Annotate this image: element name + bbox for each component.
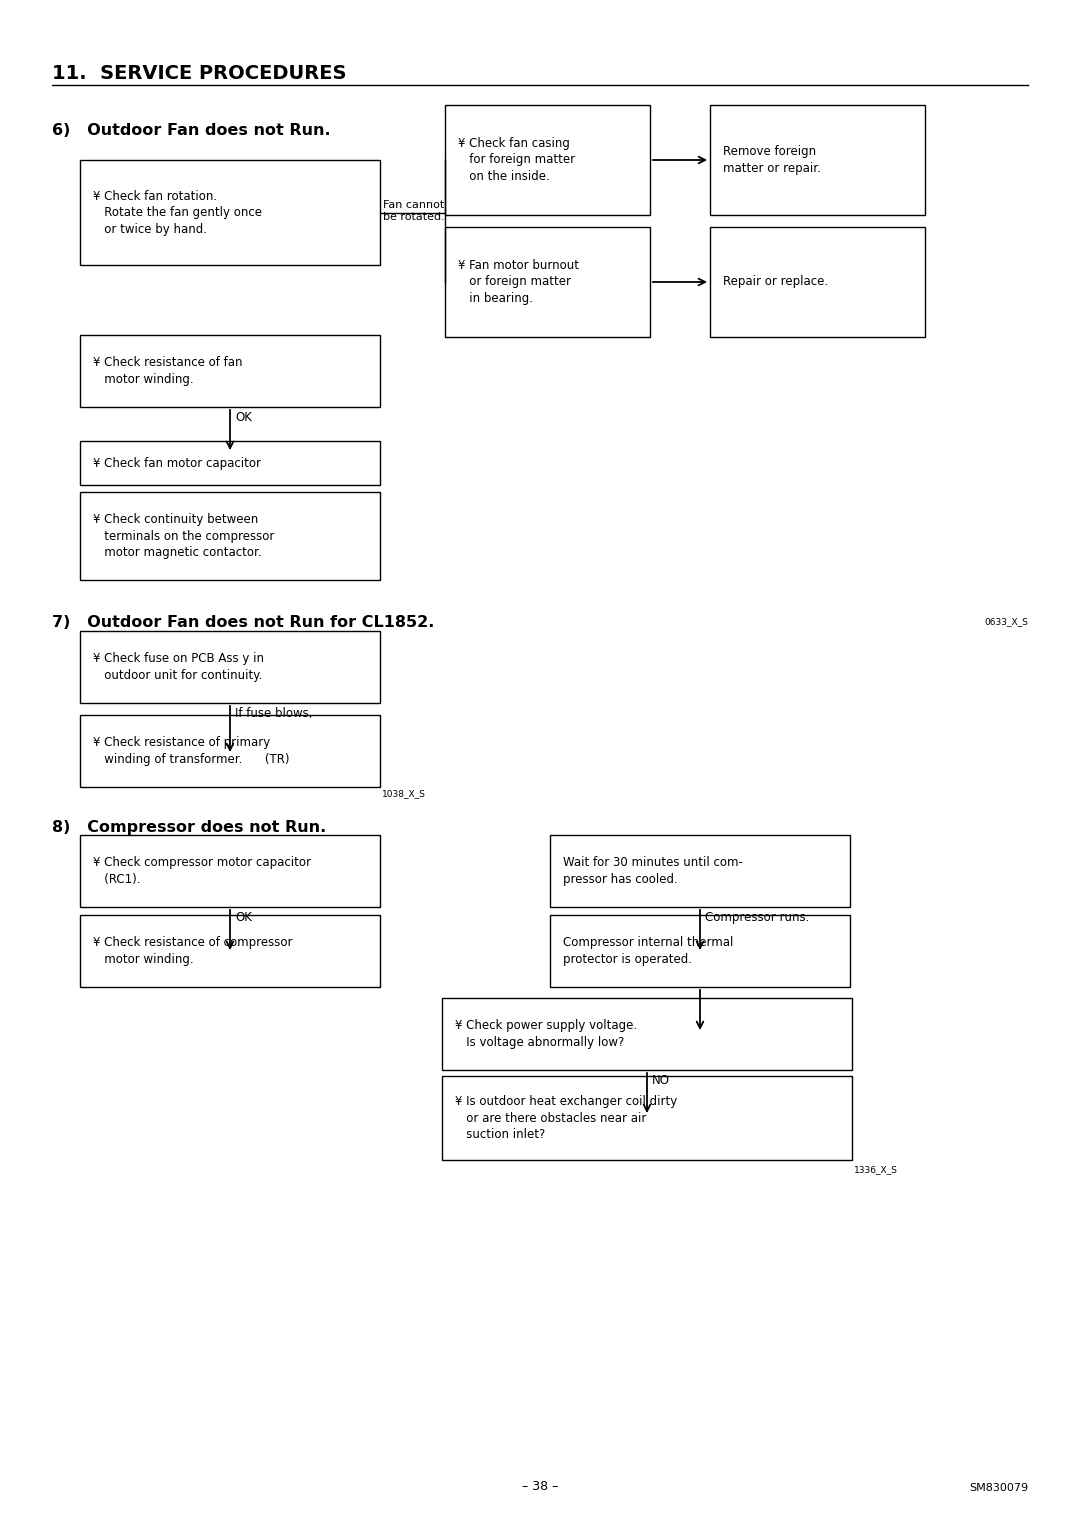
Text: Remove foreign
matter or repair.: Remove foreign matter or repair. [723, 145, 821, 175]
Text: 6)   Outdoor Fan does not Run.: 6) Outdoor Fan does not Run. [52, 124, 330, 137]
Bar [550, 836, 850, 907]
Text: ¥ Fan motor burnout
   or foreign matter
   in bearing.: ¥ Fan motor burnout or foreign matter in… [458, 259, 579, 305]
Text: ¥ Check continuity between
   terminals on the compressor
   motor magnetic cont: ¥ Check continuity between terminals on … [93, 512, 274, 560]
Text: Wait for 30 minutes until com-
pressor has cooled.: Wait for 30 minutes until com- pressor h… [563, 856, 743, 886]
Text: 8)   Compressor does not Run.: 8) Compressor does not Run. [52, 820, 326, 836]
Text: ¥ Check resistance of compressor
   motor winding.: ¥ Check resistance of compressor motor w… [93, 936, 293, 965]
Bar [710, 105, 924, 215]
Bar [710, 227, 924, 337]
Text: ¥ Check fan rotation.
   Rotate the fan gently once
   or twice by hand.: ¥ Check fan rotation. Rotate the fan gen… [93, 189, 262, 235]
Text: ¥ Check fan motor capacitor: ¥ Check fan motor capacitor [93, 456, 261, 470]
Text: ¥ Check fan casing
   for foreign matter
   on the inside.: ¥ Check fan casing for foreign matter on… [458, 137, 576, 183]
Text: OK: OK [235, 910, 252, 924]
Bar [80, 915, 380, 987]
Text: Compressor runs.: Compressor runs. [705, 910, 809, 924]
Bar [442, 1077, 852, 1161]
Text: ¥ Check resistance of primary
   winding of transformer.      (TR): ¥ Check resistance of primary winding of… [93, 737, 289, 766]
Bar [550, 915, 850, 987]
Text: 0633_X_S: 0633_X_S [984, 618, 1028, 625]
Text: ¥ Check power supply voltage.
   Is voltage abnormally low?: ¥ Check power supply voltage. Is voltage… [455, 1019, 637, 1049]
Bar [80, 336, 380, 407]
Bar [80, 441, 380, 485]
Bar [445, 105, 650, 215]
Bar [445, 227, 650, 337]
Bar [80, 715, 380, 787]
Bar [80, 631, 380, 703]
Bar [80, 836, 380, 907]
Text: SM830079: SM830079 [969, 1482, 1028, 1493]
Text: Fan cannot
be rotated.: Fan cannot be rotated. [383, 200, 445, 221]
Text: 7)   Outdoor Fan does not Run for CL1852.: 7) Outdoor Fan does not Run for CL1852. [52, 615, 434, 630]
Text: Repair or replace.: Repair or replace. [723, 276, 828, 288]
Bar [80, 160, 380, 265]
Text: Compressor internal thermal
protector is operated.: Compressor internal thermal protector is… [563, 936, 733, 965]
Text: ¥ Check compressor motor capacitor
   (RC1).: ¥ Check compressor motor capacitor (RC1)… [93, 856, 311, 886]
Text: ¥ Is outdoor heat exchanger coil dirty
   or are there obstacles near air
   suc: ¥ Is outdoor heat exchanger coil dirty o… [455, 1095, 677, 1141]
Text: 11.  SERVICE PROCEDURES: 11. SERVICE PROCEDURES [52, 64, 347, 82]
Text: 1038_X_S: 1038_X_S [382, 788, 426, 798]
Text: NO: NO [652, 1074, 670, 1087]
Text: If fuse blows,: If fuse blows, [235, 708, 312, 720]
Bar [442, 997, 852, 1071]
Text: ¥ Check resistance of fan
   motor winding.: ¥ Check resistance of fan motor winding. [93, 357, 243, 386]
Bar [80, 493, 380, 580]
Text: ¥ Check fuse on PCB Ass y in
   outdoor unit for continuity.: ¥ Check fuse on PCB Ass y in outdoor uni… [93, 653, 264, 682]
Text: OK: OK [235, 412, 252, 424]
Text: – 38 –: – 38 – [522, 1479, 558, 1493]
Text: 1336_X_S: 1336_X_S [854, 1165, 897, 1174]
